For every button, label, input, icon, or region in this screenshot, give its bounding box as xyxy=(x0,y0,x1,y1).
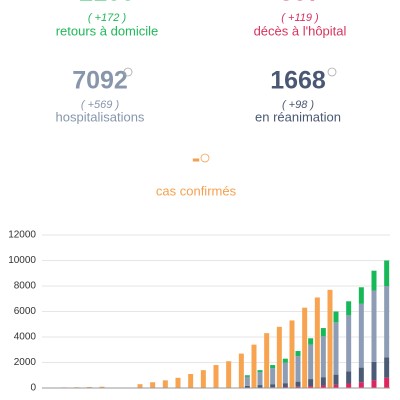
y-tick-label: 12000 xyxy=(8,230,36,241)
bar xyxy=(384,357,390,378)
bar xyxy=(226,361,232,388)
info-icon[interactable] xyxy=(123,67,133,77)
bar xyxy=(137,384,143,388)
bar xyxy=(244,375,250,377)
bar xyxy=(175,377,181,388)
stat-value: 7092 xyxy=(72,67,128,95)
y-tick-label: 2000 xyxy=(14,357,37,368)
bar xyxy=(257,372,263,386)
bar xyxy=(320,336,326,378)
bar xyxy=(384,377,390,388)
bar xyxy=(320,385,326,388)
bar xyxy=(358,367,364,383)
bar xyxy=(295,356,301,382)
bar xyxy=(346,371,352,384)
bar xyxy=(244,376,250,386)
y-tick-label: 6000 xyxy=(14,306,37,317)
y-tick-label: 4000 xyxy=(14,332,37,343)
bar xyxy=(333,311,339,323)
bar xyxy=(282,362,288,384)
bar xyxy=(150,382,156,388)
bar xyxy=(358,287,364,304)
bar xyxy=(320,328,326,337)
stat-change: ( +172 ) xyxy=(88,12,127,24)
bar xyxy=(346,383,352,388)
bar xyxy=(333,384,339,388)
stat-change: ( +569 ) xyxy=(81,99,120,111)
stat-value: 2100 xyxy=(79,0,135,7)
bar xyxy=(99,386,105,388)
stat-label: hospitalisations xyxy=(56,109,145,124)
bar xyxy=(384,260,390,286)
bar xyxy=(308,344,314,380)
bar xyxy=(213,365,219,388)
bar xyxy=(282,358,288,363)
bar xyxy=(308,386,314,388)
bar xyxy=(188,373,194,388)
stat-value: - xyxy=(192,145,200,173)
bar xyxy=(270,368,276,385)
bar xyxy=(314,297,320,388)
stat-label: cas confirmés xyxy=(156,183,237,198)
bar xyxy=(308,379,314,387)
bar xyxy=(346,315,352,372)
bar xyxy=(320,377,326,386)
bar xyxy=(238,353,244,388)
bar xyxy=(346,301,352,316)
stat-value: 1668 xyxy=(270,67,326,95)
bar xyxy=(302,307,308,388)
bar xyxy=(270,384,276,388)
bar xyxy=(371,361,377,381)
stat-returns: 2100 ( +172 ) retours à domicile xyxy=(56,0,159,38)
bar xyxy=(282,386,288,388)
bar xyxy=(333,374,339,385)
bar xyxy=(270,365,276,369)
bar xyxy=(200,370,206,388)
bar xyxy=(333,322,339,375)
bar xyxy=(358,303,364,368)
bar xyxy=(371,380,377,388)
stat-value: 807 xyxy=(279,0,321,7)
stat-rea: 1668 ( +98 ) en réanimation xyxy=(255,67,341,125)
stat-cases: - cas confirmés xyxy=(156,145,237,199)
bar xyxy=(289,320,295,388)
bar xyxy=(371,290,377,362)
stat-label: décès à l'hôpital xyxy=(254,23,347,38)
bar xyxy=(244,385,250,388)
stat-hosp: 7092 ( +569 ) hospitalisations xyxy=(56,67,145,125)
stat-change: ( +119 ) xyxy=(281,12,319,24)
stat-change: ( +98 ) xyxy=(282,99,314,111)
bar xyxy=(327,289,333,388)
stat-label: retours à domicile xyxy=(56,23,159,38)
stat-label: en réanimation xyxy=(255,109,341,124)
y-tick-label: 10000 xyxy=(8,255,36,266)
bar xyxy=(162,380,168,388)
info-icon[interactable] xyxy=(200,153,210,163)
y-tick-label: 8000 xyxy=(14,281,37,292)
info-icon[interactable] xyxy=(327,67,337,77)
chart: 0 2000 4000 6000 8000 10000 12000 xyxy=(8,230,390,394)
bar xyxy=(276,326,282,388)
bar xyxy=(371,270,377,291)
bar xyxy=(86,386,92,388)
bar xyxy=(308,338,314,345)
bar xyxy=(384,286,390,358)
bar xyxy=(295,381,301,387)
bar xyxy=(257,385,263,388)
stat-deaths: 807 ( +119 ) décès à l'hôpital xyxy=(254,0,347,38)
bar xyxy=(358,382,364,388)
bar xyxy=(257,370,263,373)
bar xyxy=(251,344,257,388)
y-tick-label: 0 xyxy=(30,383,36,394)
bar xyxy=(295,386,301,388)
bar xyxy=(264,333,270,388)
bar xyxy=(295,351,301,357)
bar xyxy=(282,383,288,387)
